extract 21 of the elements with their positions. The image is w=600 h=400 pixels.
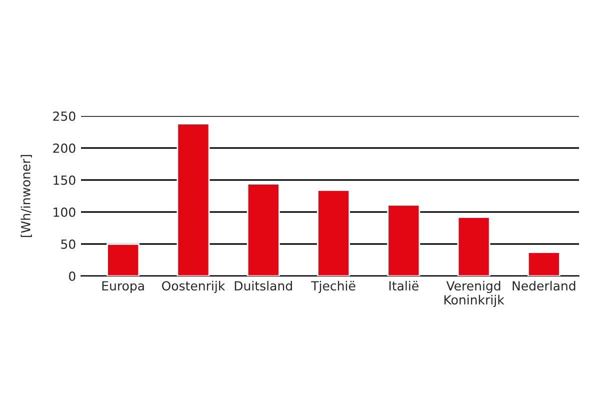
bar: [106, 243, 140, 276]
bar: [457, 216, 490, 276]
y-axis-title: [Wh/inwoner]: [20, 154, 32, 238]
x-tick-label: Italië: [389, 280, 418, 291]
bar: [246, 183, 280, 276]
bar: [387, 204, 420, 276]
y-tick-label: 150: [54, 175, 76, 185]
bar: [176, 122, 210, 276]
x-tick-label: Europa: [102, 281, 144, 293]
y-tick-label: 50: [61, 239, 76, 249]
x-tick-label: Nederland: [512, 280, 576, 291]
x-tick-label: Oostenrijk: [162, 280, 226, 293]
y-tick-label: 100: [54, 207, 76, 217]
y-tick-label: 250: [53, 111, 76, 121]
x-tick-label: Verenigd Koninkrijk: [444, 280, 504, 307]
y-tick-label: 0: [69, 271, 76, 281]
x-tick-label: Tjechië: [311, 280, 356, 293]
bar: [317, 190, 350, 276]
x-tick-label: Duitsland: [234, 280, 292, 291]
y-tick-label: 200: [53, 143, 76, 153]
bar: [527, 252, 560, 276]
